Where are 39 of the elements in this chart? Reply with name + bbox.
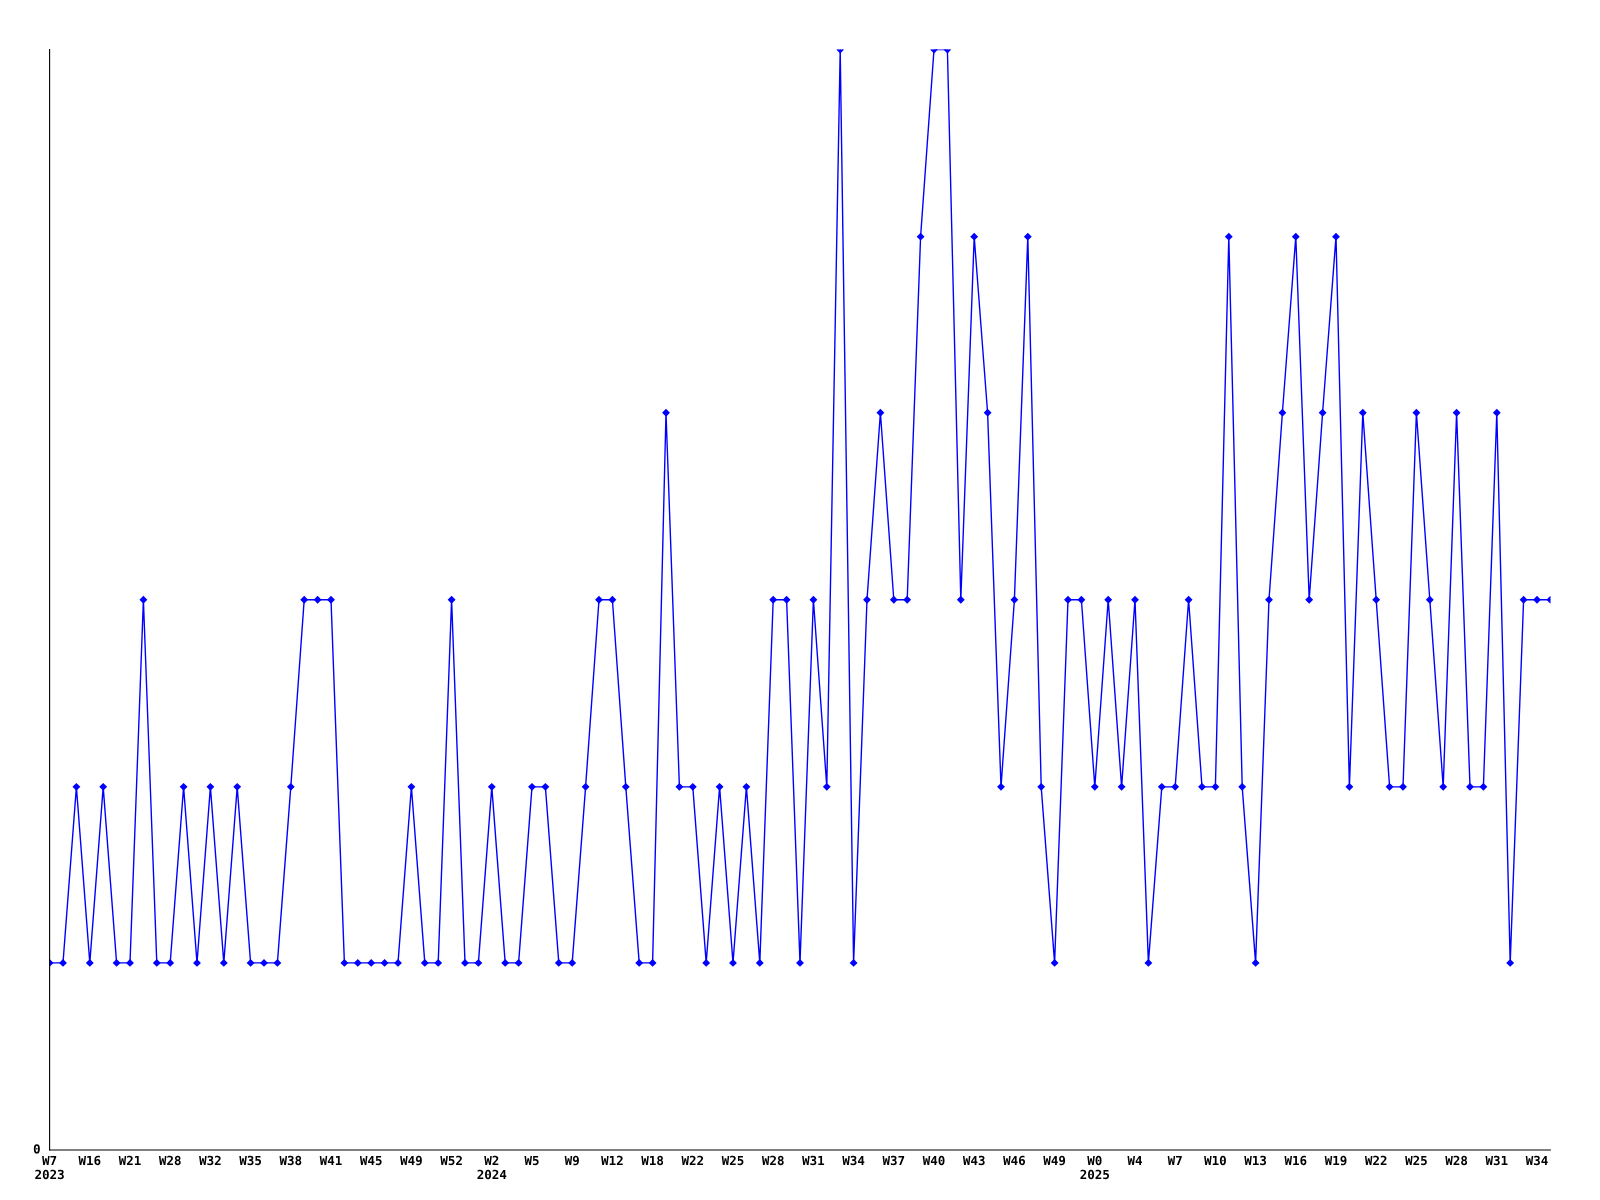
- x-tick-label: W13: [1244, 1155, 1267, 1166]
- x-tick-label: W34: [842, 1155, 865, 1166]
- x-tick-label: W12: [601, 1155, 623, 1166]
- x-tick-label: W16: [78, 1155, 101, 1166]
- x-tick-label: W37: [882, 1155, 905, 1166]
- x-tick-label: W7 2023: [35, 1155, 64, 1180]
- x-tick-label: W5: [524, 1155, 539, 1166]
- x-tick-label: W19: [1324, 1155, 1347, 1166]
- x-tick-label: W45: [359, 1155, 382, 1166]
- x-tick-label: W52: [440, 1155, 462, 1166]
- x-tick-label: W31: [802, 1155, 825, 1166]
- x-tick-label: W49: [1043, 1155, 1066, 1166]
- x-tick-label: W32: [199, 1155, 221, 1166]
- x-tick-label: W22: [681, 1155, 704, 1166]
- x-tick-label: W46: [1003, 1155, 1026, 1166]
- x-tick-label: W16: [1284, 1155, 1307, 1166]
- x-tick-label: W49: [400, 1155, 422, 1166]
- x-tick-label: W28: [158, 1155, 181, 1166]
- x-tick-label: W25: [721, 1155, 744, 1166]
- x-tick-label: W9: [564, 1155, 579, 1166]
- text: 0: [33, 1144, 40, 1154]
- x-tick-label: W28: [1445, 1155, 1468, 1166]
- x-tick-label: W35: [239, 1155, 262, 1166]
- x-tick-label: W40: [922, 1155, 945, 1166]
- x-tick-label: W4: [1127, 1155, 1142, 1166]
- x-tick-label: W18: [641, 1155, 664, 1166]
- x-tick-label: W34: [1525, 1155, 1548, 1166]
- x-tick-label: W28: [761, 1155, 784, 1166]
- x-tick-label: W43: [962, 1155, 985, 1166]
- x-tick-label: W38: [279, 1155, 302, 1166]
- x-tick-label: W21: [118, 1155, 141, 1166]
- x-tick-label: W25: [1405, 1155, 1427, 1166]
- x-tick-label: W10: [1204, 1155, 1226, 1166]
- x-tick-label: W22: [1364, 1155, 1387, 1166]
- x-tick-label: W41: [319, 1155, 342, 1166]
- x-tick-label: W2 2024: [477, 1155, 507, 1180]
- x-tick-label: W31: [1485, 1155, 1508, 1166]
- x-tick-label: W0 2025: [1080, 1155, 1109, 1180]
- x-tick-label: W7: [1167, 1155, 1182, 1166]
